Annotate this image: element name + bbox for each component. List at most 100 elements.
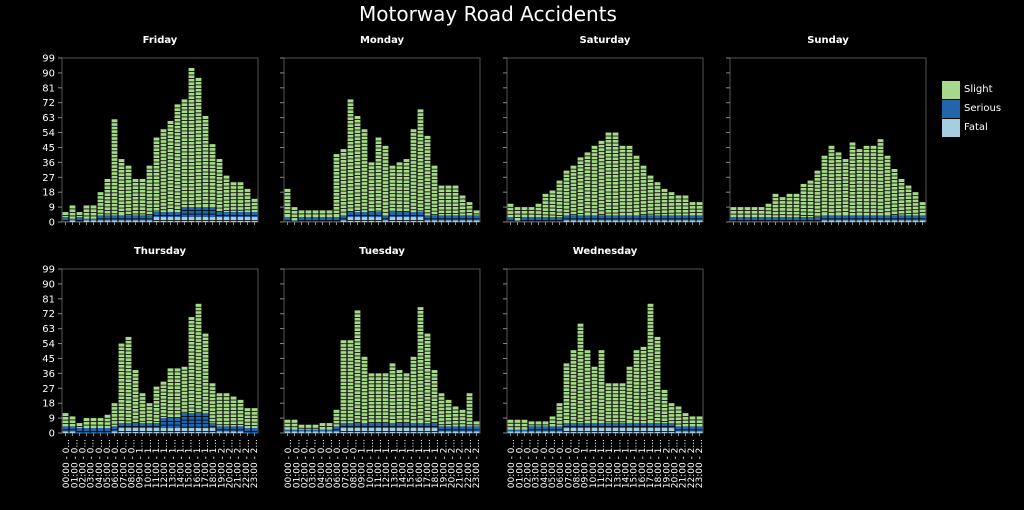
- legend-item-serious[interactable]: Serious: [942, 99, 1001, 118]
- bar-sunday-serious: [898, 215, 905, 221]
- bar-tuesday-fatal: [466, 431, 473, 433]
- bar-thursday-fatal: [223, 431, 230, 433]
- x-tick-label: 20:00 - 2...: [225, 439, 235, 488]
- bar-monday-serious: [354, 212, 361, 218]
- bar-wednesday-serious: [577, 423, 584, 429]
- legend-item-fatal[interactable]: Fatal: [942, 118, 1001, 137]
- bar-thursday-serious: [188, 413, 195, 429]
- x-tick-label: 21:00 - 2...: [234, 439, 244, 488]
- y-tick-label: 9: [49, 414, 55, 425]
- x-tick-label: 20:00 - 2...: [447, 439, 457, 488]
- x-tick-label: 17:00 - 1...: [646, 439, 656, 488]
- bar-sunday-serious: [737, 217, 744, 222]
- bar-saturday-serious: [577, 215, 584, 221]
- bar-monday-fatal: [389, 217, 396, 222]
- x-tick-label: 19:00 - 2...: [439, 439, 449, 488]
- bar-wednesday-fatal: [668, 428, 675, 433]
- x-tick-label: 07:00 - 0...: [119, 439, 129, 488]
- legend-label-slight: Slight: [964, 84, 993, 95]
- bar-monday-serious: [389, 212, 396, 218]
- bar-thursday-slight: [83, 418, 90, 429]
- bar-friday-fatal: [174, 217, 181, 222]
- bar-friday-slight: [244, 188, 251, 213]
- bar-wednesday-fatal: [689, 431, 696, 433]
- bar-monday-slight: [340, 149, 347, 216]
- bar-thursday-slight: [111, 403, 118, 427]
- bar-saturday-fatal: [689, 220, 696, 222]
- bar-friday-fatal: [90, 220, 97, 222]
- bar-thursday-fatal: [125, 428, 132, 433]
- bar-monday-serious: [326, 217, 333, 222]
- bar-wednesday-slight: [661, 389, 668, 424]
- bar-wednesday-fatal: [514, 431, 521, 433]
- bar-wednesday-slight: [507, 419, 514, 430]
- x-tick-label: 13:00 - 1...: [390, 439, 400, 488]
- bar-tuesday-serious: [375, 423, 382, 429]
- bar-saturday-fatal: [696, 220, 703, 222]
- bar-thursday-slight: [216, 393, 223, 427]
- bar-friday-serious: [209, 207, 216, 218]
- bar-sunday-fatal: [905, 220, 912, 222]
- bar-thursday-serious: [174, 418, 181, 429]
- bar-friday-slight: [153, 137, 160, 213]
- bar-thursday-fatal: [111, 431, 118, 433]
- bar-friday-serious: [125, 215, 132, 221]
- bar-monday-serious: [410, 212, 417, 218]
- legend-item-slight[interactable]: Slight: [942, 80, 1001, 99]
- bar-friday-fatal: [69, 220, 76, 222]
- bar-tuesday-serious: [333, 426, 340, 432]
- x-tick-label: 02:00 - 0...: [78, 439, 88, 488]
- bar-friday-serious: [195, 207, 202, 218]
- bar-wednesday-serious: [654, 423, 661, 429]
- y-tick-label: 45: [42, 143, 55, 154]
- bar-tuesday-fatal: [347, 428, 354, 433]
- bar-tuesday-slight: [291, 419, 298, 430]
- x-tick-label: 23:00 - 2...: [695, 439, 705, 488]
- y-tick-label: 9: [49, 203, 55, 214]
- bar-sunday-fatal: [870, 220, 877, 222]
- x-tick-label: 03:00 - 0...: [532, 439, 542, 488]
- bar-tuesday-fatal: [333, 431, 340, 433]
- bar-saturday-slight: [605, 132, 612, 216]
- bar-friday-fatal: [230, 217, 237, 222]
- bar-wednesday-fatal: [549, 431, 556, 433]
- x-tick-label: 17:00 - 1...: [201, 439, 211, 488]
- bar-saturday-fatal: [577, 220, 584, 222]
- bar-wednesday-fatal: [542, 431, 549, 433]
- y-tick-label: 45: [42, 354, 55, 365]
- bar-thursday-fatal: [237, 431, 244, 433]
- bar-wednesday-fatal: [528, 431, 535, 433]
- bar-monday-serious: [382, 215, 389, 221]
- y-tick-label: 72: [42, 309, 55, 320]
- bar-monday-fatal: [361, 217, 368, 222]
- bar-friday-slight: [216, 159, 223, 213]
- bar-thursday-serious: [160, 418, 167, 429]
- bar-friday-slight: [237, 182, 244, 213]
- bar-sunday-slight: [730, 207, 737, 218]
- x-tick-label: 01:00 - 0...: [70, 439, 80, 488]
- bar-tuesday-fatal: [375, 428, 382, 433]
- panel-title-monday: Monday: [360, 35, 405, 46]
- bar-monday-serious: [375, 212, 382, 218]
- bar-saturday-slight: [654, 182, 661, 216]
- bar-wednesday-fatal: [521, 431, 528, 433]
- bar-sunday-slight: [821, 155, 828, 216]
- bar-sunday-fatal: [856, 220, 863, 222]
- bar-friday-fatal: [188, 217, 195, 222]
- bar-friday-serious: [216, 212, 223, 218]
- bar-saturday-slight: [598, 140, 605, 216]
- y-tick-label: 27: [42, 173, 55, 184]
- bar-tuesday-slight: [473, 421, 480, 427]
- x-tick-label: 10:00 - 1...: [589, 439, 599, 488]
- bar-wednesday-serious: [584, 423, 591, 429]
- bar-thursday-serious: [209, 423, 216, 429]
- bar-wednesday-slight: [598, 350, 605, 424]
- bar-monday-fatal: [403, 217, 410, 222]
- bar-saturday-serious: [654, 215, 661, 221]
- bar-wednesday-serious: [626, 423, 633, 429]
- bar-sunday-fatal: [891, 220, 898, 222]
- bar-friday-serious: [202, 207, 209, 218]
- bar-sunday-slight: [898, 178, 905, 216]
- bar-sunday-serious: [758, 217, 765, 222]
- bar-friday-fatal: [146, 220, 153, 222]
